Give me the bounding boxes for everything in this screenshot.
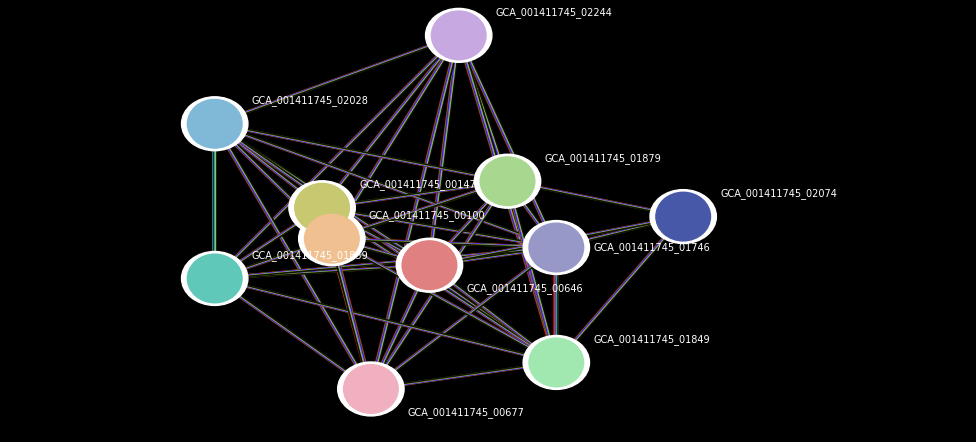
Ellipse shape xyxy=(182,97,248,151)
Ellipse shape xyxy=(344,365,398,413)
Text: GCA_001411745_02028: GCA_001411745_02028 xyxy=(252,95,369,106)
Ellipse shape xyxy=(480,157,535,206)
Ellipse shape xyxy=(426,8,492,62)
Ellipse shape xyxy=(295,183,349,232)
Text: GCA_001411745_01849: GCA_001411745_01849 xyxy=(593,334,710,345)
Ellipse shape xyxy=(529,338,584,387)
Text: GCA_001411745_00646: GCA_001411745_00646 xyxy=(467,283,583,294)
Ellipse shape xyxy=(523,335,590,389)
Text: GCA_001411745_02074: GCA_001411745_02074 xyxy=(720,188,837,199)
Text: GCA_001411745_00677: GCA_001411745_00677 xyxy=(408,407,525,418)
Ellipse shape xyxy=(431,11,486,60)
Ellipse shape xyxy=(299,212,365,266)
Ellipse shape xyxy=(187,254,242,303)
Ellipse shape xyxy=(474,154,541,208)
Text: GCA_001411745_00147: GCA_001411745_00147 xyxy=(359,179,476,190)
Text: GCA_001411745_02244: GCA_001411745_02244 xyxy=(496,7,613,18)
Ellipse shape xyxy=(182,251,248,305)
Ellipse shape xyxy=(396,238,463,292)
Ellipse shape xyxy=(305,214,359,263)
Text: GCA_001411745_01879: GCA_001411745_01879 xyxy=(545,152,662,164)
Ellipse shape xyxy=(187,99,242,148)
Text: GCA_001411745_00100: GCA_001411745_00100 xyxy=(369,210,485,221)
Ellipse shape xyxy=(523,221,590,274)
Ellipse shape xyxy=(402,241,457,290)
Ellipse shape xyxy=(656,192,711,241)
Ellipse shape xyxy=(650,190,716,244)
Ellipse shape xyxy=(529,223,584,272)
Ellipse shape xyxy=(338,362,404,416)
Text: GCA_001411745_01859: GCA_001411745_01859 xyxy=(252,250,369,261)
Ellipse shape xyxy=(289,181,355,235)
Text: GCA_001411745_01746: GCA_001411745_01746 xyxy=(593,242,711,253)
